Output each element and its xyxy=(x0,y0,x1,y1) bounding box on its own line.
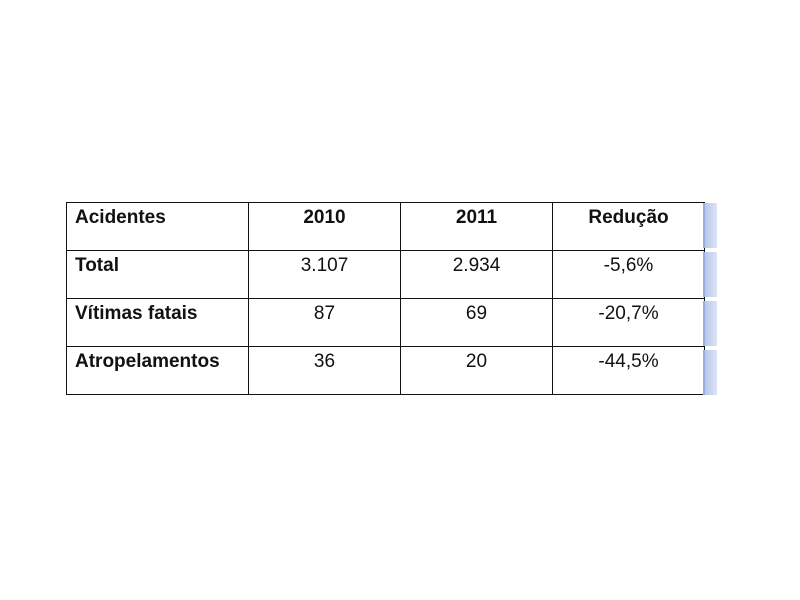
table-row: Atropelamentos 36 20 -44,5% xyxy=(66,346,705,395)
header-2011: 2011 xyxy=(400,202,553,251)
cell-total-reducao: -5,6% xyxy=(552,250,705,299)
accidents-table: Acidentes 2010 2011 Redução Total 3.107 … xyxy=(66,202,705,395)
cell-vitimas-2011: 69 xyxy=(400,298,553,347)
header-reducao: Redução xyxy=(552,202,705,251)
header-acidentes: Acidentes xyxy=(66,202,249,251)
side-tab-decoration xyxy=(703,252,717,297)
header-2010: 2010 xyxy=(248,202,401,251)
row-label-vitimas-fatais: Vítimas fatais xyxy=(66,298,249,347)
cell-total-2010: 3.107 xyxy=(248,250,401,299)
side-tab-decoration xyxy=(703,301,717,346)
table-header-row: Acidentes 2010 2011 Redução xyxy=(66,202,705,251)
cell-total-2011: 2.934 xyxy=(400,250,553,299)
table-row: Total 3.107 2.934 -5,6% xyxy=(66,250,705,299)
side-tab-decoration xyxy=(703,350,717,395)
accidents-table-container: Acidentes 2010 2011 Redução Total 3.107 … xyxy=(66,202,705,395)
cell-vitimas-2010: 87 xyxy=(248,298,401,347)
row-label-total: Total xyxy=(66,250,249,299)
side-tab-decoration xyxy=(703,203,717,248)
cell-atropelamentos-reducao: -44,5% xyxy=(552,346,705,395)
cell-atropelamentos-2010: 36 xyxy=(248,346,401,395)
side-tab-strip xyxy=(703,203,717,399)
table-row: Vítimas fatais 87 69 -20,7% xyxy=(66,298,705,347)
cell-vitimas-reducao: -20,7% xyxy=(552,298,705,347)
row-label-atropelamentos: Atropelamentos xyxy=(66,346,249,395)
cell-atropelamentos-2011: 20 xyxy=(400,346,553,395)
